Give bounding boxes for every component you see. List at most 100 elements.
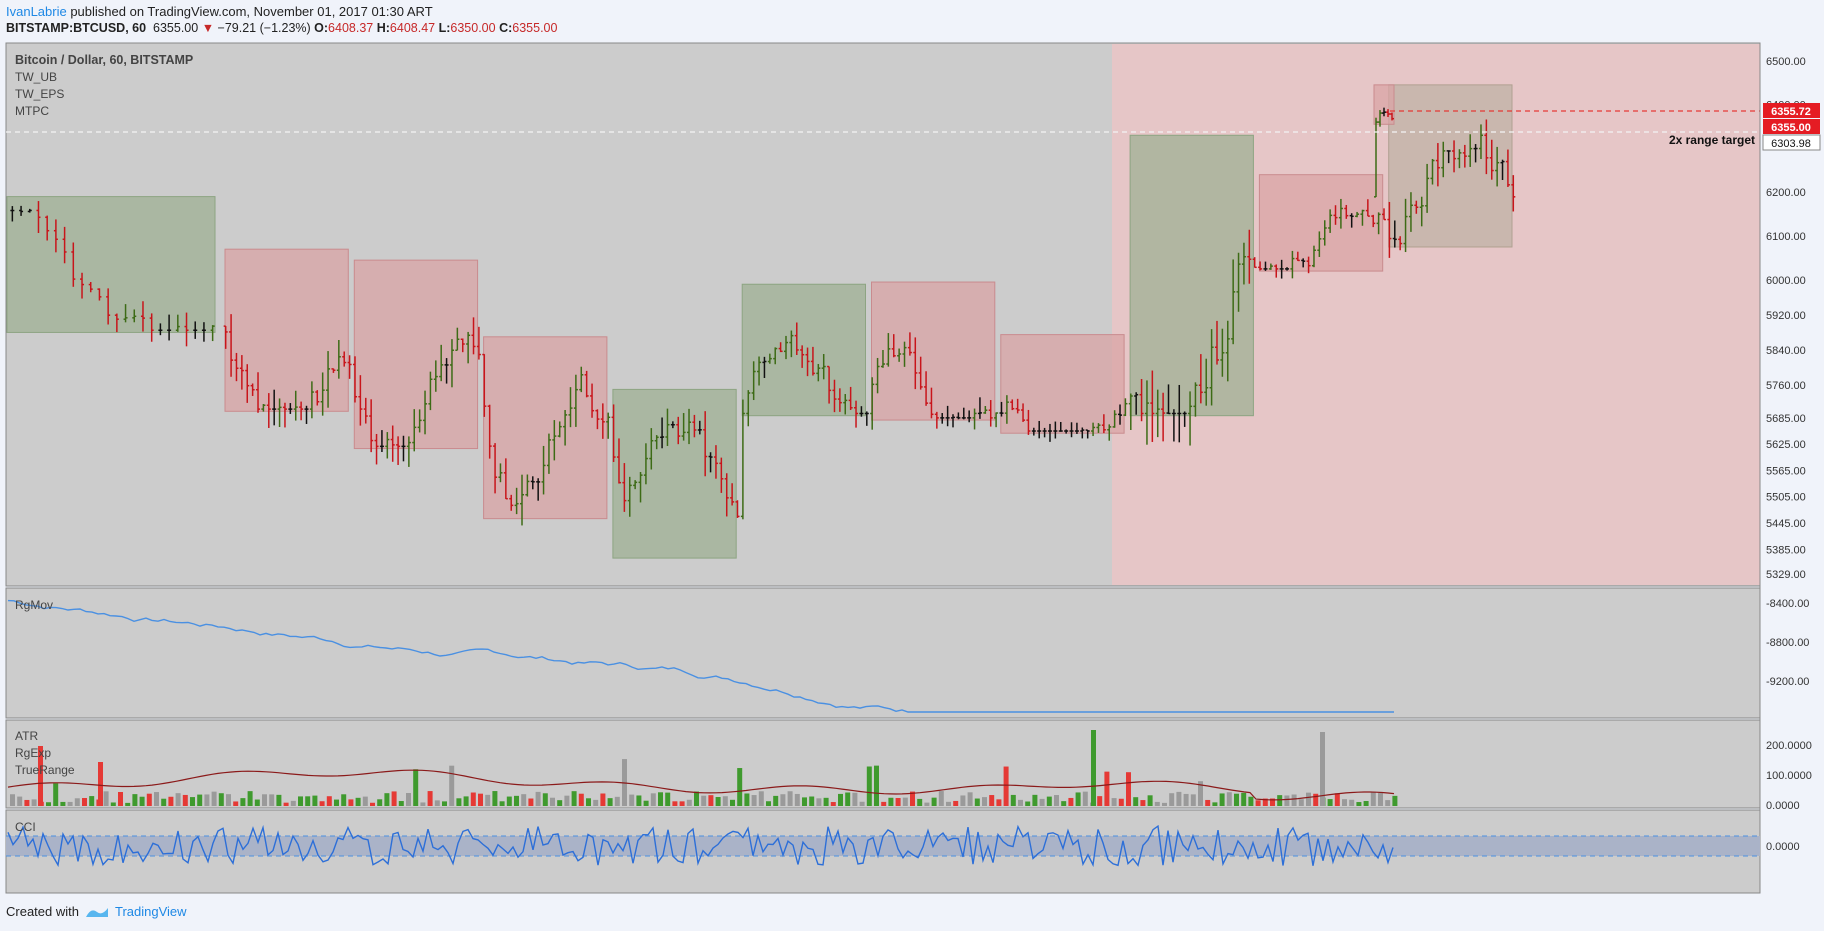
down-arrow-icon: ▼: [201, 21, 215, 35]
true-range-bar: [535, 791, 541, 806]
true-range-bar: [240, 798, 246, 806]
atr-tick-3: 0.0000: [1766, 800, 1800, 812]
created-with-text: Created with: [6, 904, 79, 919]
true-range-bar: [1169, 793, 1175, 806]
rgmov-pane[interactable]: [5, 587, 1761, 719]
true-range-bar: [1342, 799, 1347, 806]
true-range-bar: [794, 793, 800, 806]
price-tag-3: 6303.98: [1771, 138, 1811, 150]
true-range-bar: [1054, 795, 1059, 806]
true-range-bar: [1140, 800, 1146, 806]
legend-indicator-3[interactable]: MTPC: [15, 104, 49, 118]
true-range-bar: [485, 794, 491, 806]
true-range-bar: [1010, 794, 1016, 806]
price-tag-bg-2: [1763, 119, 1820, 134]
true-range-bar: [470, 792, 476, 806]
rgexp-label: RgExp: [15, 746, 51, 760]
true-range-bar: [1104, 771, 1110, 806]
true-range-bar: [686, 799, 692, 806]
price-tick-3: 6200.00: [1766, 187, 1806, 199]
true-range-bar: [852, 792, 858, 806]
true-range-bar: [578, 793, 584, 806]
rgmov-line: [7, 599, 1394, 713]
atr-pane[interactable]: [5, 719, 1761, 809]
price-tick-9: 5685.00: [1766, 413, 1806, 425]
price-tick-10: 5625.00: [1766, 439, 1806, 451]
true-range-bar: [607, 798, 613, 806]
true-range-bar: [593, 799, 599, 806]
price-tag-2: 6355.00: [1771, 122, 1811, 134]
footer: Created with TradingView: [6, 904, 187, 919]
true-range-bar: [665, 792, 671, 806]
rgmov-tick-2: -8800.00: [1766, 637, 1809, 649]
true-range-bar: [895, 798, 901, 806]
true-range-bar: [614, 796, 620, 806]
true-range-bar: [139, 796, 145, 806]
true-range-bar: [1039, 798, 1045, 806]
true-range-bar: [413, 769, 419, 806]
candles: [10, 107, 1516, 526]
price-tag-1: 6355.72: [1771, 106, 1811, 118]
rgmov-tick-1: -8400.00: [1766, 598, 1809, 610]
true-range-bar: [1082, 791, 1088, 806]
true-range-bar: [1334, 793, 1340, 806]
true-range-bar: [830, 802, 836, 806]
true-range-bar: [110, 802, 116, 806]
true-range-bar: [1018, 799, 1023, 806]
true-range-bar: [499, 801, 505, 806]
true-range-bar: [456, 798, 462, 806]
published-text: published on TradingView.com, November 0…: [66, 4, 433, 19]
true-range-bar: [751, 795, 757, 806]
true-range-bar: [1118, 798, 1124, 806]
true-range-bar: [708, 795, 714, 806]
true-range-bar: [600, 793, 606, 806]
true-range-bar: [290, 800, 296, 806]
true-range-bar: [24, 799, 30, 806]
price-axis[interactable]: [1760, 43, 1824, 893]
true-range-bar: [758, 791, 764, 806]
ohlc-line: BITSTAMP:BTCUSD, 60 6355.00 ▼ −79.21 (−1…: [6, 21, 557, 35]
chart-canvas[interactable]: 2x range target 6500.006400.006200.00610…: [0, 0, 1824, 900]
true-range-bar: [46, 802, 51, 806]
truerange-label: TrueRange: [15, 763, 75, 777]
true-range-bar: [348, 799, 354, 806]
legend-indicator-2[interactable]: TW_EPS: [15, 87, 64, 101]
true-range-bar: [989, 795, 995, 806]
price-tag-bg-3: [1762, 134, 1821, 151]
true-range-bar: [391, 791, 397, 806]
true-range-bar: [98, 762, 103, 806]
true-range-bar: [802, 797, 807, 806]
true-range-bar: [1032, 794, 1038, 806]
o-label: O:: [314, 21, 329, 35]
true-range-bar: [1327, 799, 1333, 806]
legend-indicator-1[interactable]: TW_UB: [15, 70, 57, 84]
true-range-bar: [254, 799, 260, 806]
true-range-bar: [1298, 799, 1304, 806]
true-range-bar: [737, 768, 743, 806]
true-range-bar: [463, 796, 469, 806]
true-range-bar: [420, 802, 426, 806]
true-range-bar: [449, 765, 455, 806]
true-range-bar: [650, 793, 656, 806]
author-link[interactable]: IvanLabrie: [6, 4, 67, 19]
true-range-bar: [1313, 793, 1319, 806]
true-range-bar: [1133, 797, 1139, 806]
true-range-bar: [1270, 798, 1275, 806]
true-range-bar: [838, 793, 843, 806]
atr-tick-1: 200.0000: [1766, 740, 1812, 752]
true-range-bar: [67, 801, 73, 806]
true-range-bar: [1198, 781, 1203, 806]
true-range-bar: [197, 794, 203, 806]
true-range-bar: [672, 801, 678, 806]
tradingview-link[interactable]: TradingView: [114, 904, 187, 919]
true-range-bar: [722, 796, 728, 806]
true-range-bar: [1046, 796, 1052, 806]
price-ticks: 6500.006400.006200.006100.006000.005920.…: [1766, 56, 1806, 581]
true-range-bar: [1277, 795, 1283, 806]
true-range-bar: [888, 797, 894, 806]
price-change: −79.21 (−1.23%): [217, 21, 311, 35]
cci-line: [7, 824, 1394, 868]
price-tag-bg-1: [1763, 103, 1820, 118]
true-range-bar: [283, 802, 289, 806]
true-range-bar: [1162, 802, 1167, 806]
